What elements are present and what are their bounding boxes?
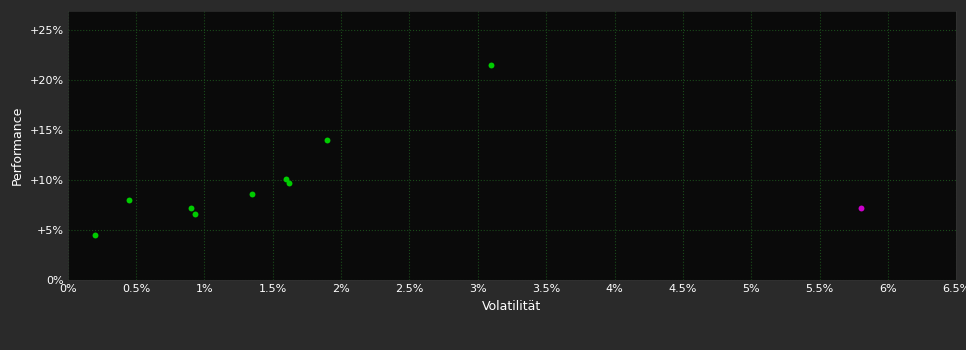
Point [320,138,335,143]
Y-axis label: Performance: Performance [11,106,24,185]
Point [187,211,203,217]
Point [244,191,260,197]
Point [484,63,499,68]
X-axis label: Volatilität: Volatilität [482,300,542,313]
Point [122,197,137,203]
Point [281,180,297,186]
Point [853,205,868,211]
Point [87,232,102,238]
Point [183,205,198,211]
Point [278,176,294,182]
